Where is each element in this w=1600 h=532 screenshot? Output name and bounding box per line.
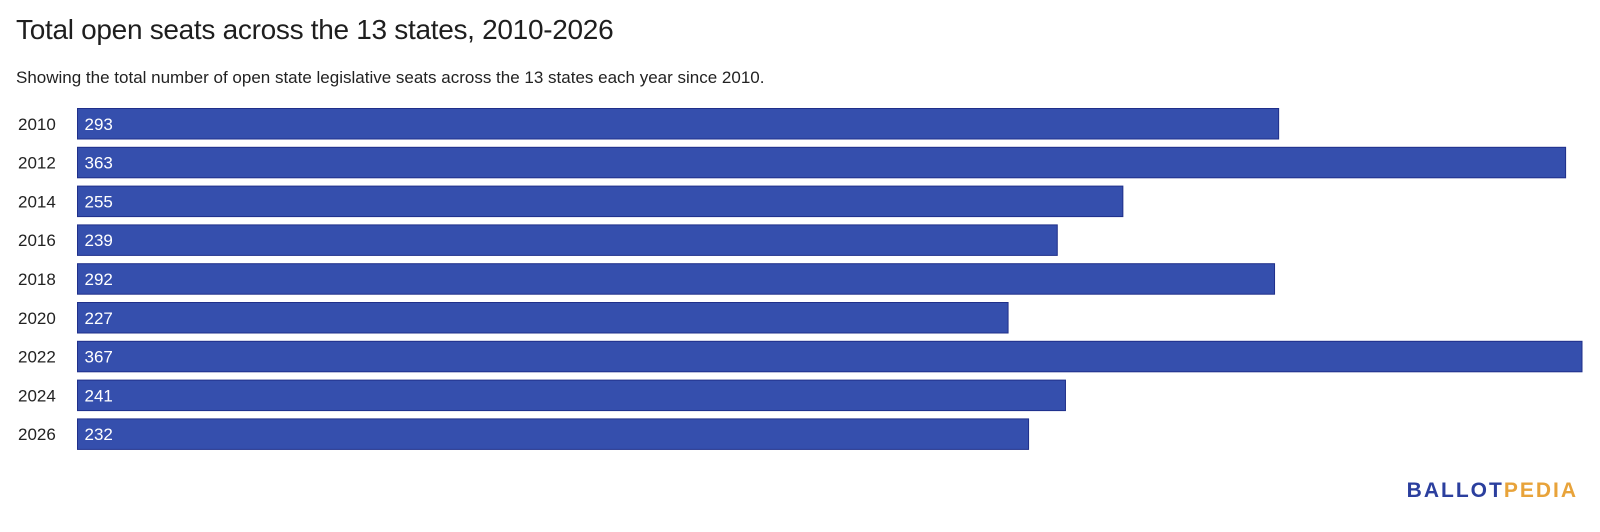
tick-label-2024: 2024: [18, 386, 56, 405]
data-label-2012: 363: [85, 154, 113, 173]
bar-series: [77, 108, 1583, 450]
data-label-2014: 255: [85, 192, 113, 211]
bar-2010: [77, 108, 1280, 140]
data-label-2022: 367: [85, 348, 113, 367]
tick-label-2010: 2010: [18, 115, 56, 134]
data-label-2026: 232: [85, 425, 113, 444]
bar-2026: [77, 418, 1030, 450]
data-label-2010: 293: [85, 115, 113, 134]
data-label-2024: 241: [85, 386, 113, 405]
tick-label-2016: 2016: [18, 231, 56, 250]
bar-2014: [77, 185, 1124, 218]
tick-label-2012: 2012: [18, 154, 56, 173]
tick-label-2022: 2022: [18, 348, 56, 367]
tick-label-2014: 2014: [18, 192, 56, 211]
chart-title: Total open seats across the 13 states, 2…: [16, 14, 614, 45]
tick-label-2026: 2026: [18, 425, 56, 444]
data-labels: 293 363 255 239 292 227 367 241 232: [85, 115, 113, 444]
chart-subtitle: Showing the total number of open state l…: [16, 68, 765, 87]
bar-2012: [77, 146, 1567, 179]
tick-label-2020: 2020: [18, 309, 56, 328]
logo-part-b: PEDIA: [1503, 479, 1578, 502]
bar-2020: [77, 302, 1009, 334]
logo-part-a: BALLOT: [1406, 479, 1504, 502]
bar-2024: [77, 379, 1066, 412]
category-axis: 2010 2012 2014 2016 2018 2020 2022 2024 2026: [18, 115, 56, 444]
data-label-2018: 292: [85, 270, 113, 289]
bar-2022: [77, 340, 1583, 373]
data-label-2016: 239: [85, 231, 113, 250]
bar-2016: [77, 224, 1058, 256]
tick-label-2018: 2018: [18, 270, 56, 289]
bar-2018: [77, 263, 1276, 295]
ballotpedia-logo: BALLOTPEDIA: [1407, 479, 1578, 503]
data-label-2020: 227: [85, 309, 113, 328]
